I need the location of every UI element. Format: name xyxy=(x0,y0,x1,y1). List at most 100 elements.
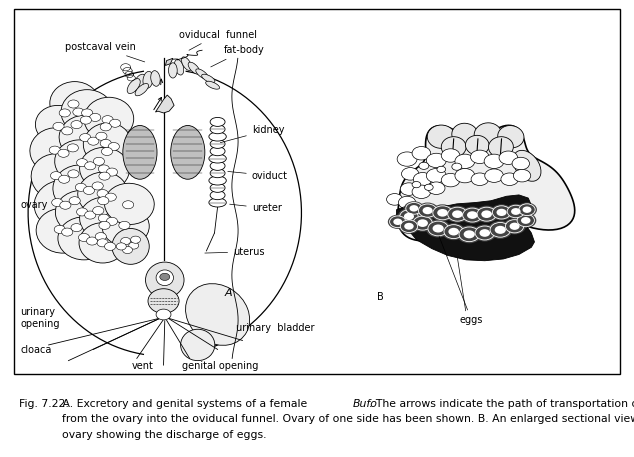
Circle shape xyxy=(98,214,110,222)
Circle shape xyxy=(107,218,117,225)
Circle shape xyxy=(96,132,107,140)
Circle shape xyxy=(507,205,524,218)
Circle shape xyxy=(512,157,529,170)
Circle shape xyxy=(60,201,71,209)
Circle shape xyxy=(437,209,448,217)
Text: urinary  bladder: urinary bladder xyxy=(236,323,314,333)
Ellipse shape xyxy=(513,150,541,181)
Circle shape xyxy=(448,228,459,235)
Ellipse shape xyxy=(169,63,177,78)
Circle shape xyxy=(84,211,96,219)
Circle shape xyxy=(452,163,462,170)
Circle shape xyxy=(404,223,414,230)
Circle shape xyxy=(79,234,89,241)
Circle shape xyxy=(122,246,133,254)
Circle shape xyxy=(477,207,496,221)
Circle shape xyxy=(460,207,484,223)
Circle shape xyxy=(53,122,64,130)
Ellipse shape xyxy=(30,128,80,172)
Circle shape xyxy=(470,150,489,164)
Circle shape xyxy=(54,225,65,234)
Circle shape xyxy=(493,206,511,219)
Circle shape xyxy=(413,216,432,230)
Text: . The arrows indicate the path of transportation of the egg: . The arrows indicate the path of transp… xyxy=(369,399,634,409)
Circle shape xyxy=(387,194,403,205)
Circle shape xyxy=(428,221,448,236)
Ellipse shape xyxy=(465,135,489,155)
Ellipse shape xyxy=(171,126,205,179)
Circle shape xyxy=(471,173,488,186)
Polygon shape xyxy=(398,125,575,241)
Circle shape xyxy=(86,237,98,245)
Circle shape xyxy=(71,121,82,128)
Ellipse shape xyxy=(83,123,131,164)
Circle shape xyxy=(448,207,467,221)
Ellipse shape xyxy=(441,137,466,157)
Text: Fig. 7.22:: Fig. 7.22: xyxy=(19,399,69,409)
Circle shape xyxy=(521,217,531,224)
Circle shape xyxy=(459,227,479,242)
Circle shape xyxy=(501,173,519,186)
Text: fat-body: fat-body xyxy=(210,45,264,67)
Circle shape xyxy=(467,211,477,219)
Circle shape xyxy=(99,172,110,180)
Circle shape xyxy=(400,210,418,223)
Text: A. Excretory and genital systems of a female: A. Excretory and genital systems of a fe… xyxy=(59,399,311,409)
Circle shape xyxy=(519,204,535,216)
Circle shape xyxy=(444,225,463,239)
Ellipse shape xyxy=(36,208,88,253)
Ellipse shape xyxy=(452,123,478,146)
Circle shape xyxy=(100,139,112,148)
Ellipse shape xyxy=(134,74,146,92)
Circle shape xyxy=(410,205,418,212)
Circle shape xyxy=(110,119,120,128)
Circle shape xyxy=(119,221,130,229)
Circle shape xyxy=(80,133,91,142)
Circle shape xyxy=(69,197,81,205)
Circle shape xyxy=(84,186,94,195)
Ellipse shape xyxy=(55,140,107,185)
Circle shape xyxy=(102,116,113,124)
Ellipse shape xyxy=(151,71,160,86)
Circle shape xyxy=(441,173,460,187)
Circle shape xyxy=(423,207,432,214)
Circle shape xyxy=(397,152,417,166)
Circle shape xyxy=(479,229,490,237)
Circle shape xyxy=(404,213,414,220)
Polygon shape xyxy=(165,58,173,65)
Circle shape xyxy=(92,182,103,190)
Circle shape xyxy=(441,149,460,162)
Ellipse shape xyxy=(205,81,219,89)
Circle shape xyxy=(108,143,119,150)
Text: B: B xyxy=(377,292,384,302)
Circle shape xyxy=(419,162,429,170)
Ellipse shape xyxy=(209,176,226,185)
Circle shape xyxy=(503,218,526,234)
Circle shape xyxy=(406,202,422,214)
Circle shape xyxy=(432,224,444,233)
Circle shape xyxy=(452,210,463,218)
Circle shape xyxy=(418,204,437,217)
Circle shape xyxy=(68,100,79,108)
Circle shape xyxy=(120,238,131,244)
Circle shape xyxy=(82,109,93,117)
Ellipse shape xyxy=(196,69,209,79)
Text: vent: vent xyxy=(132,361,154,372)
Circle shape xyxy=(93,157,105,165)
Ellipse shape xyxy=(135,84,148,96)
Circle shape xyxy=(430,204,455,221)
Circle shape xyxy=(87,137,99,145)
Ellipse shape xyxy=(174,59,184,75)
Circle shape xyxy=(499,151,518,165)
Circle shape xyxy=(129,242,139,249)
Circle shape xyxy=(100,123,112,131)
Ellipse shape xyxy=(84,97,134,140)
Circle shape xyxy=(400,183,418,195)
Ellipse shape xyxy=(186,284,250,345)
Circle shape xyxy=(77,159,87,167)
Circle shape xyxy=(105,242,115,250)
Circle shape xyxy=(61,127,73,135)
Circle shape xyxy=(517,214,534,227)
Ellipse shape xyxy=(53,165,107,212)
Circle shape xyxy=(51,172,61,180)
